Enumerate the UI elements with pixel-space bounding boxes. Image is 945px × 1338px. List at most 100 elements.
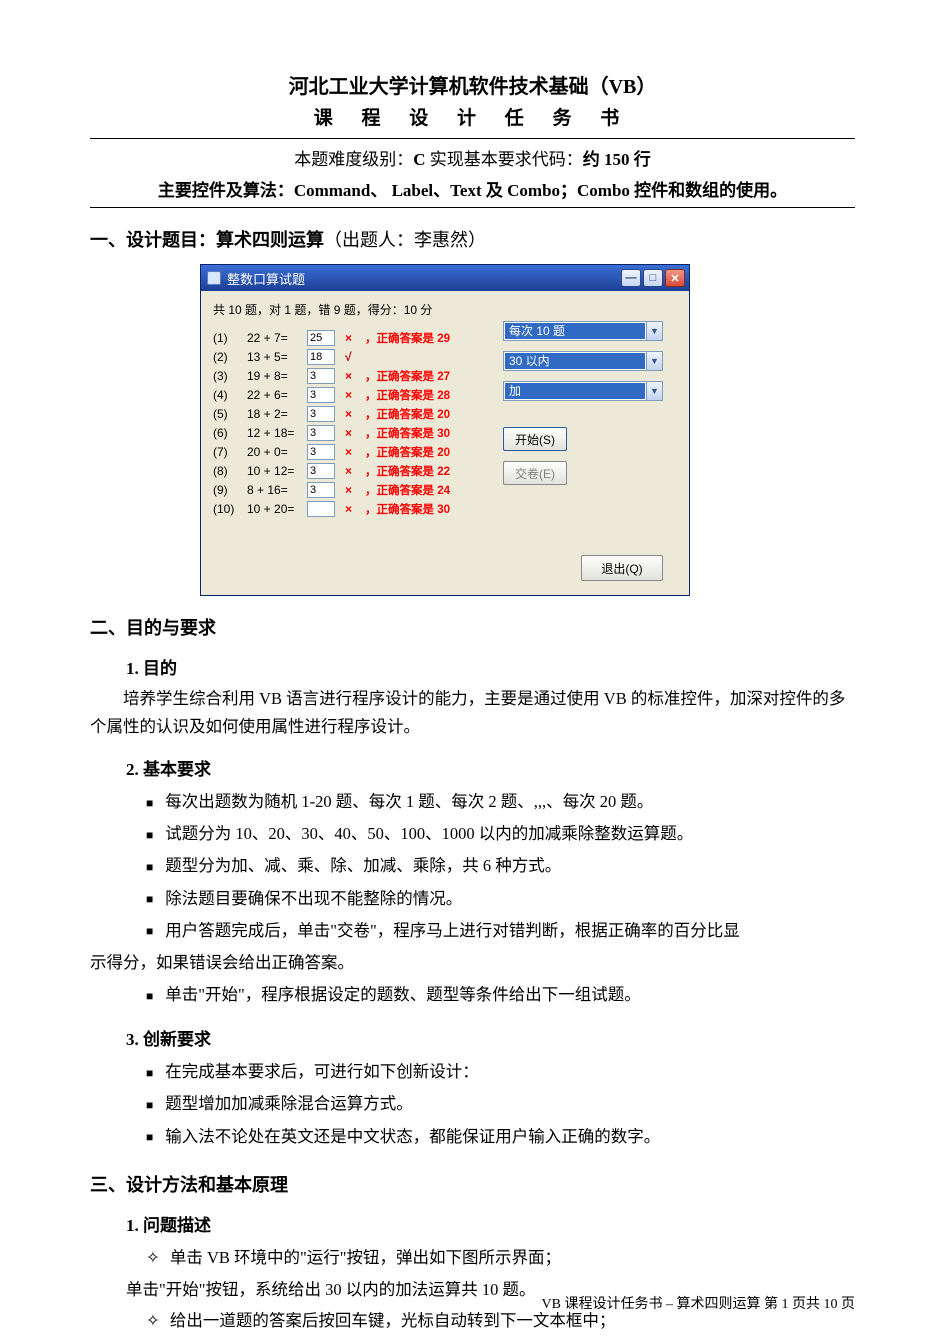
q-num: (4)	[213, 388, 241, 402]
correct-answer: ，正确答案是 24	[365, 482, 450, 498]
doc-title-2: 课 程 设 计 任 务 书	[90, 103, 855, 130]
q-num: (3)	[213, 369, 241, 383]
list-item: 题型增加加减乘除混合运算方式。	[146, 1088, 855, 1120]
mark-icon: ×	[345, 445, 359, 459]
q-expr: 10 + 12=	[247, 464, 301, 478]
page-footer: VB 课程设计任务书 – 算术四则运算 第 1 页共 10 页	[542, 1293, 855, 1313]
answer-input[interactable]: 3	[307, 444, 335, 460]
answer-input[interactable]: 25	[307, 330, 335, 346]
sec1-label: 一、设计题目：算术四则运算	[90, 230, 324, 250]
vb-title-text: 整数口算试题	[227, 269, 305, 288]
correct-answer: ，正确答案是 30	[365, 501, 450, 517]
vb-app-icon	[207, 271, 221, 285]
vb-question-row: (6)12 + 18=3×，正确答案是 30	[213, 423, 473, 442]
answer-input[interactable]: 3	[307, 368, 335, 384]
correct-answer: ，正确答案是 27	[365, 368, 450, 384]
q-num: (10)	[213, 502, 241, 516]
q-expr: 19 + 8=	[247, 369, 301, 383]
vb-screenshot: 整数口算试题 — □ ✕ 共 10 题，对 1 题，错 9 题，得分：10 分 …	[200, 264, 855, 596]
vb-question-row: (2)13 + 5=18√	[213, 347, 473, 366]
combo-range[interactable]: 30 以内 ▼	[503, 351, 663, 371]
list-item: 每次出题数为随机 1-20 题、每次 1 题、每次 2 题、,,,、每次 20 …	[146, 786, 855, 818]
vb-question-row: (7)20 + 0=3×，正确答案是 20	[213, 442, 473, 461]
vb-summary: 共 10 题，对 1 题，错 9 题，得分：10 分	[213, 301, 473, 318]
vb-rows-container: (1)22 + 7=25×，正确答案是 29(2)13 + 5=18√(3)19…	[213, 328, 473, 518]
mark-icon: ×	[345, 369, 359, 383]
q-num: (1)	[213, 331, 241, 345]
answer-input[interactable]	[307, 501, 335, 517]
combo-count[interactable]: 每次 10 题 ▼	[503, 321, 663, 341]
list-item: ■用户答题完成后，单击"交卷"，程序马上进行对错判断，根据正确率的百分比显示得分…	[90, 915, 855, 979]
q-num: (6)	[213, 426, 241, 440]
list-item: 试题分为 10、20、30、40、50、100、1000 以内的加减乘除整数运算…	[146, 818, 855, 850]
q-expr: 22 + 6=	[247, 388, 301, 402]
mark-icon: ×	[345, 483, 359, 497]
vb-question-row: (1)22 + 7=25×，正确答案是 29	[213, 328, 473, 347]
list-item: 题型分为加、减、乘、除、加减、乘除，共 6 种方式。	[146, 850, 855, 882]
maximize-button[interactable]: □	[643, 269, 663, 287]
minimize-button[interactable]: —	[621, 269, 641, 287]
meta-lines: 约 150 行	[583, 150, 651, 169]
q-num: (8)	[213, 464, 241, 478]
header-divider-top	[90, 138, 855, 139]
list-item: 单击"开始"，程序根据设定的题数、题型等条件给出下一组试题。	[146, 979, 855, 1011]
sec2-sub3-title: 3. 创新要求	[126, 1025, 855, 1050]
answer-input[interactable]: 3	[307, 425, 335, 441]
correct-answer: ，正确答案是 22	[365, 463, 450, 479]
chevron-down-icon: ▼	[646, 322, 662, 340]
close-button[interactable]: ✕	[665, 269, 685, 287]
mark-icon: ×	[345, 502, 359, 516]
vb-question-row: (9)8 + 16=3×，正确答案是 24	[213, 480, 473, 499]
section-3-title: 三、设计方法和基本原理	[90, 1171, 855, 1197]
vb-exit-wrap: 退出(Q)	[581, 495, 663, 581]
sec2-sub2-list: 每次出题数为随机 1-20 题、每次 1 题、每次 2 题、,,,、每次 20 …	[90, 786, 855, 1011]
combo-type[interactable]: 加 ▼	[503, 381, 663, 401]
vb-window-controls: — □ ✕	[621, 269, 685, 287]
q-expr: 20 + 0=	[247, 445, 301, 459]
list-item: 单击 VB 环境中的"运行"按钮，弹出如下图所示界面；	[146, 1242, 855, 1274]
q-expr: 10 + 20=	[247, 502, 301, 516]
section-1-title: 一、设计题目：算术四则运算（出题人：李惠然）	[90, 226, 855, 252]
vb-controls-panel: 每次 10 题 ▼ 30 以内 ▼ 加 ▼ 开始(S) 交卷(E) 退出(Q)	[503, 301, 663, 581]
mark-icon: √	[345, 350, 359, 364]
vb-question-row: (10) 10 + 20= × ，正确答案是 30	[213, 499, 473, 518]
vb-window: 整数口算试题 — □ ✕ 共 10 题，对 1 题，错 9 题，得分：10 分 …	[200, 264, 690, 596]
sec2-sub2-title: 2. 基本要求	[126, 755, 855, 780]
vb-question-panel: 共 10 题，对 1 题，错 9 题，得分：10 分 (1) 22 + 7= 25 ×…	[213, 301, 473, 581]
combo-type-sel: 加	[505, 383, 645, 399]
q-num: (9)	[213, 483, 241, 497]
combo-range-sel: 30 以内	[505, 353, 645, 369]
controls-line: 主要控件及算法：Command、 Label、Text 及 Combo；Comb…	[90, 176, 855, 201]
answer-input[interactable]: 3	[307, 406, 335, 422]
meta-mid: 实现基本要求代码：	[426, 150, 583, 169]
vb-titlebar: 整数口算试题 — □ ✕	[201, 265, 689, 291]
header-divider-bottom	[90, 207, 855, 208]
q-expr: 22 + 7=	[247, 331, 301, 345]
meta-prefix: 本题难度级别：	[294, 150, 413, 169]
exit-button[interactable]: 退出(Q)	[581, 555, 663, 581]
sec3-list: 单击 VB 环境中的"运行"按钮，弹出如下图所示界面；单击"开始"按钮，系统给出…	[90, 1242, 855, 1338]
q-expr: 18 + 2=	[247, 407, 301, 421]
q-expr: 13 + 5=	[247, 350, 301, 364]
mark-icon: ×	[345, 407, 359, 421]
doc-header: 河北工业大学计算机软件技术基础（VB） 课 程 设 计 任 务 书	[90, 70, 855, 130]
answer-input[interactable]: 18	[307, 349, 335, 365]
vb-titlebar-left: 整数口算试题	[207, 269, 305, 288]
list-item: 在完成基本要求后，可进行如下创新设计：	[146, 1056, 855, 1088]
q-num: (5)	[213, 407, 241, 421]
doc-title-1: 河北工业大学计算机软件技术基础（VB）	[90, 70, 855, 99]
mark-icon: ×	[345, 464, 359, 478]
chevron-down-icon: ▼	[646, 352, 662, 370]
difficulty-line: 本题难度级别：C 实现基本要求代码：约 150 行	[90, 145, 855, 170]
correct-answer: ，正确答案是 20	[365, 444, 450, 460]
answer-input[interactable]: 3	[307, 463, 335, 479]
mark-icon: ×	[345, 331, 359, 345]
answer-input[interactable]: 3	[307, 387, 335, 403]
sec3-sub1-title: 1. 问题描述	[126, 1211, 855, 1236]
submit-button[interactable]: 交卷(E)	[503, 461, 567, 485]
start-button[interactable]: 开始(S)	[503, 427, 567, 451]
meta-difficulty: C	[413, 150, 425, 169]
answer-input[interactable]: 3	[307, 482, 335, 498]
vb-question-row: (5)18 + 2=3×，正确答案是 20	[213, 404, 473, 423]
vb-body: 共 10 题，对 1 题，错 9 题，得分：10 分 (1) 22 + 7= 25 ×…	[201, 291, 689, 595]
